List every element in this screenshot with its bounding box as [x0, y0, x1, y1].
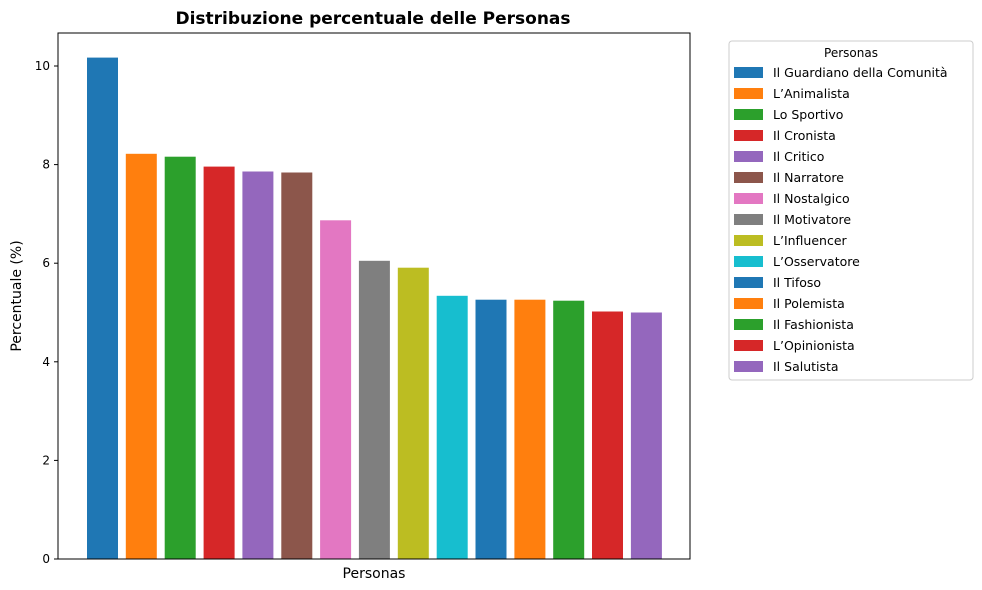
- legend-entry-label: Il Tifoso: [773, 275, 821, 290]
- x-axis-label: Personas: [343, 566, 406, 582]
- legend-swatch: [734, 88, 763, 99]
- legend: Personas Il Guardiano della Comunità L’An…: [728, 40, 974, 381]
- legend-entry-label: Il Guardiano della Comunità: [773, 65, 948, 80]
- legend-swatch: [734, 298, 763, 309]
- legend-swatch: [734, 193, 763, 204]
- legend-entry-label: L’Opinionista: [773, 338, 855, 353]
- y-tick-label: 4: [42, 355, 50, 369]
- legend-entry-label: Lo Sportivo: [773, 107, 843, 122]
- bar-1: [87, 57, 118, 559]
- y-tick-label: 0: [42, 552, 50, 566]
- bar-8: [358, 260, 390, 559]
- y-tick-label: 2: [42, 453, 50, 467]
- legend-entry-label: Il Fashionista: [773, 317, 854, 332]
- legend-items: Il Guardiano della Comunità L’Animalista L…: [734, 65, 948, 374]
- y-tick-label: 8: [42, 158, 50, 172]
- legend-entry-label: L’Osservatore: [773, 254, 860, 269]
- bar-2: [125, 153, 157, 560]
- legend-title: Personas: [824, 46, 878, 60]
- legend-entry-label: Il Critico: [773, 149, 824, 164]
- bar-6: [281, 172, 313, 559]
- legend-swatch: [734, 256, 763, 267]
- bar-7: [320, 220, 352, 560]
- legend-swatch: [734, 277, 763, 288]
- legend-entry-label: L’Influencer: [773, 233, 848, 248]
- y-tick-label: 10: [35, 59, 50, 73]
- legend-swatch: [734, 235, 763, 246]
- bar-15: [630, 312, 662, 559]
- legend-swatch: [734, 172, 763, 183]
- legend-entry-label: L’Animalista: [773, 86, 850, 101]
- bar-3: [164, 156, 196, 559]
- chart-title: Distribuzione percentuale delle Personas: [175, 9, 570, 29]
- legend-swatch: [734, 67, 763, 78]
- legend-entry-label: Il Motivatore: [773, 212, 851, 227]
- y-tick-label: 6: [42, 256, 50, 270]
- legend-entry-label: Il Polemista: [773, 296, 845, 311]
- plot-frame: [57, 32, 691, 560]
- legend-swatch: [734, 214, 763, 225]
- legend-entry-label: Il Narratore: [773, 170, 844, 185]
- legend-entry-label: Il Salutista: [773, 359, 839, 374]
- legend-swatch: [734, 361, 763, 372]
- legend-swatch: [734, 340, 763, 351]
- bar-14: [592, 311, 623, 559]
- bars-group: [87, 57, 662, 560]
- legend-entry-label: Il Cronista: [773, 128, 836, 143]
- legend-swatch: [734, 151, 763, 162]
- y-axis-ticks: 0 2 4 6 8 10: [35, 59, 58, 566]
- bar-5: [242, 171, 274, 559]
- legend-swatch: [734, 319, 763, 330]
- legend-swatch: [734, 109, 763, 120]
- legend-entry-label: Il Nostalgico: [773, 191, 850, 206]
- bar-12: [514, 299, 546, 559]
- bar-11: [475, 299, 507, 559]
- bar-4: [203, 166, 235, 559]
- bar-13: [553, 300, 585, 559]
- bar-10: [436, 295, 468, 559]
- legend-frame: [728, 40, 974, 381]
- legend-swatch: [734, 130, 763, 141]
- y-axis-label: Percentuale (%): [9, 240, 25, 351]
- bar-9: [397, 267, 429, 559]
